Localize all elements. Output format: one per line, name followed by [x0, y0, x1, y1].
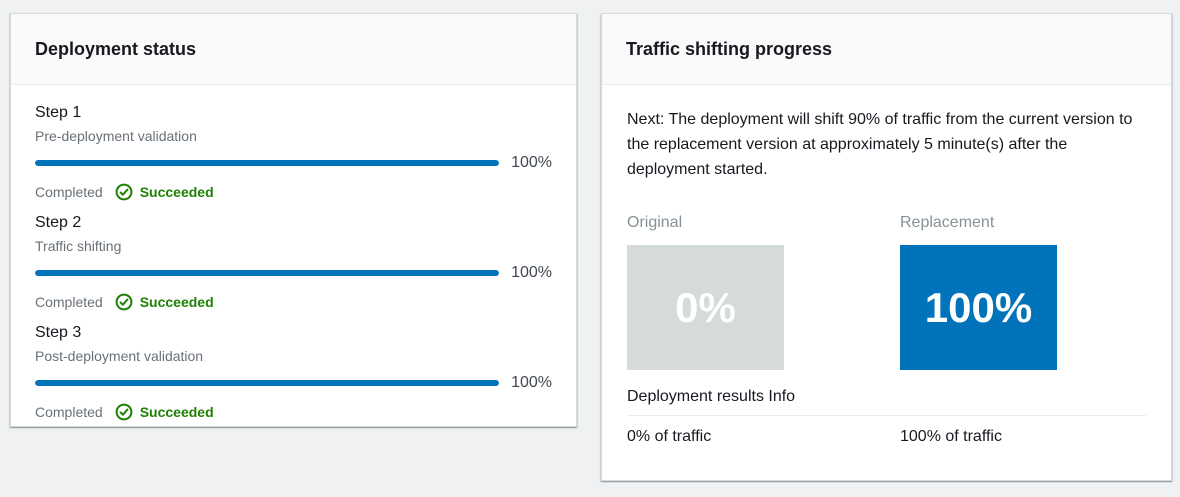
results-divider	[627, 415, 1146, 416]
next-step-message: Next: The deployment will shift 90% of t…	[627, 111, 1133, 178]
progress-percent-label: 100%	[511, 264, 552, 281]
check-circle-icon	[115, 293, 133, 311]
version-boxes-row: 0% 100%	[627, 234, 1146, 370]
step-description: Post-deployment validation	[35, 348, 204, 364]
deployment-status-title: Deployment status	[35, 38, 197, 59]
step-name: Step 1	[35, 104, 82, 121]
traffic-values-row: 0% of traffic 100% of traffic	[627, 426, 1146, 448]
status-result-label: Succeeded	[139, 294, 214, 310]
status-completed-label: Completed	[35, 184, 103, 200]
progress-percent-label: 100%	[511, 154, 552, 171]
status-result-label: Succeeded	[139, 184, 214, 200]
traffic-shifting-header: Traffic shifting progress	[602, 14, 1171, 85]
step-progress-row: 100%	[35, 374, 552, 392]
replacement-percent-box: 100%	[900, 245, 1057, 370]
traffic-shifting-title: Traffic shifting progress	[626, 38, 833, 59]
progress-bar-track	[35, 270, 500, 276]
progress-bar-fill	[35, 380, 500, 386]
original-percent-value: 0%	[675, 283, 736, 331]
deployment-status-content: Step 1 Pre-deployment validation 100% Co…	[11, 85, 576, 422]
progress-percent-label: 100%	[511, 374, 552, 391]
step-name: Step 3	[35, 324, 82, 341]
deployment-status-header: Deployment status	[11, 14, 576, 85]
progress-bar-track	[35, 160, 500, 166]
deployment-step-1: Step 1 Pre-deployment validation 100% Co…	[35, 102, 552, 202]
traffic-shifting-panel: Traffic shifting progress Next: The depl…	[601, 13, 1172, 481]
status-completed-label: Completed	[35, 294, 103, 310]
step-description: Pre-deployment validation	[35, 128, 197, 144]
replacement-traffic-value: 100% of traffic	[900, 428, 1002, 445]
original-traffic-value: 0% of traffic	[627, 428, 712, 445]
step-progress-row: 100%	[35, 264, 552, 282]
check-circle-icon	[115, 403, 133, 421]
step-description: Traffic shifting	[35, 238, 122, 254]
version-labels-row: Original Replacement	[627, 212, 1146, 234]
step-status-row: Completed Succeeded	[35, 292, 552, 312]
deployment-step-2: Step 2 Traffic shifting 100% Completed S…	[35, 212, 552, 312]
progress-bar-fill	[35, 160, 500, 166]
step-name: Step 2	[35, 214, 82, 231]
step-progress-row: 100%	[35, 154, 552, 172]
step-status-row: Completed Succeeded	[35, 402, 552, 422]
original-percent-box: 0%	[627, 245, 784, 370]
status-result-label: Succeeded	[139, 404, 214, 420]
check-circle-icon	[115, 183, 133, 201]
replacement-percent-value: 100%	[924, 283, 1033, 331]
replacement-label: Replacement	[900, 214, 995, 231]
traffic-shifting-content: Next: The deployment will shift 90% of t…	[602, 107, 1171, 448]
status-completed-label: Completed	[35, 404, 103, 420]
original-label: Original	[627, 214, 683, 231]
deployment-results-label: Deployment results Info	[627, 388, 796, 405]
deployment-status-panel: Deployment status Step 1 Pre-deployment …	[10, 13, 577, 427]
deployment-step-3: Step 3 Post-deployment validation 100% C…	[35, 322, 552, 422]
progress-bar-track	[35, 380, 500, 386]
step-status-row: Completed Succeeded	[35, 182, 552, 202]
progress-bar-fill	[35, 270, 500, 276]
